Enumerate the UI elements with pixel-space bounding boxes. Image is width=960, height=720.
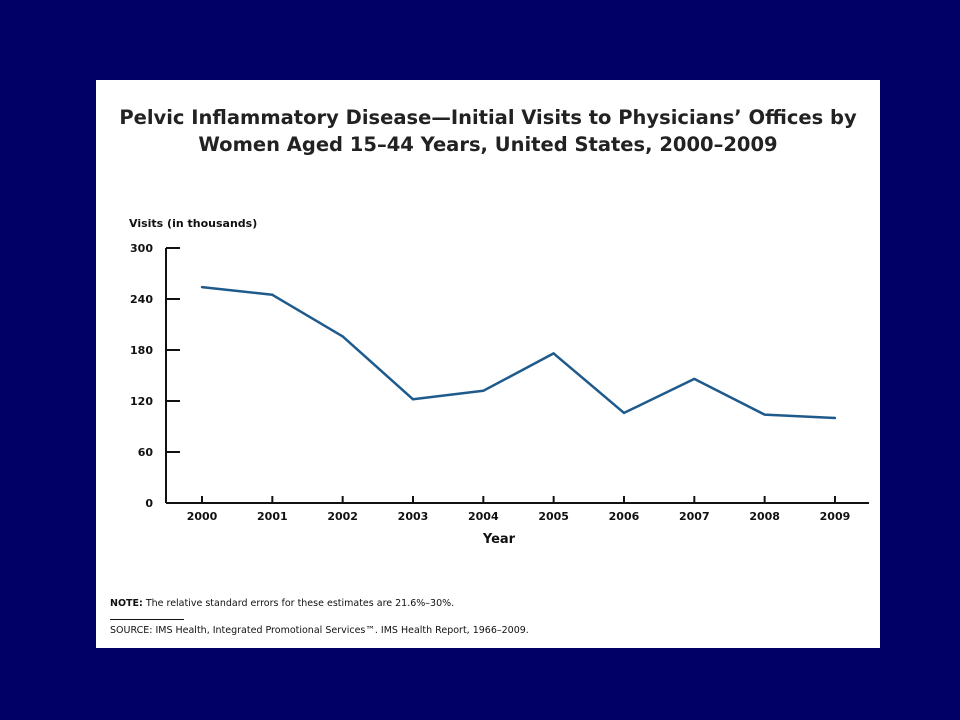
footnote-divider	[110, 619, 184, 620]
x-tick-label-2009: 2009	[820, 510, 851, 523]
y-tick-label-60: 60	[138, 446, 154, 459]
x-ticks: 2000 2001 2002 2003 2004 2005 2006 2007 2008 2009	[187, 496, 851, 523]
y-ticks: 0 60 120 180 240 300	[130, 242, 180, 510]
x-tick-label-2006: 2006	[609, 510, 640, 523]
note: NOTE: The relative standard errors for t…	[110, 598, 454, 609]
chart-card: Pelvic Inflammatory Disease—Initial Visi…	[96, 80, 880, 648]
x-tick-label-2008: 2008	[749, 510, 780, 523]
source-text: SOURCE: IMS Health, Integrated Promotion…	[110, 625, 529, 636]
data-point-2008	[763, 413, 766, 416]
note-label: NOTE:	[110, 598, 143, 609]
data-point-2002	[341, 335, 344, 338]
y-tick-label-300: 300	[130, 242, 153, 255]
data-point-2007	[693, 377, 696, 381]
y-axis-label: Visits (in thousands)	[129, 217, 257, 230]
data-point-2006	[622, 411, 626, 415]
y-tick-label-120: 120	[130, 395, 153, 408]
x-tick-label-2003: 2003	[398, 510, 429, 523]
x-tick-label-2002: 2002	[327, 510, 358, 523]
data-point-2003	[411, 398, 415, 401]
data-point-2000	[200, 285, 204, 289]
x-tick-label-2004: 2004	[468, 510, 499, 523]
x-tick-label-2007: 2007	[679, 510, 710, 523]
data-point-2004	[482, 389, 485, 392]
x-tick-label-2000: 2000	[187, 510, 218, 523]
data-point-2005	[552, 352, 555, 355]
series-line-0	[201, 285, 836, 420]
chart-title-line1: Pelvic Inflammatory Disease—Initial Visi…	[119, 106, 857, 129]
series-group	[200, 285, 837, 420]
data-point-2009	[833, 416, 837, 420]
y-tick-label-240: 240	[130, 293, 153, 306]
line-chart: Visits (in thousands) 0 60 120 180 240 300 20…	[129, 217, 869, 547]
x-axis-label: Year	[482, 532, 516, 547]
chart-title-line2: Women Aged 15–44 Years, United States, 2…	[198, 133, 778, 156]
chart-title: Pelvic Inflammatory Disease—Initial Visi…	[96, 104, 880, 158]
x-tick-label-2005: 2005	[538, 510, 569, 523]
data-point-2001	[271, 293, 274, 296]
x-tick-label-2001: 2001	[257, 510, 288, 523]
y-tick-label-0: 0	[145, 497, 153, 510]
y-tick-label-180: 180	[130, 344, 153, 357]
note-text: The relative standard errors for these e…	[142, 598, 455, 609]
